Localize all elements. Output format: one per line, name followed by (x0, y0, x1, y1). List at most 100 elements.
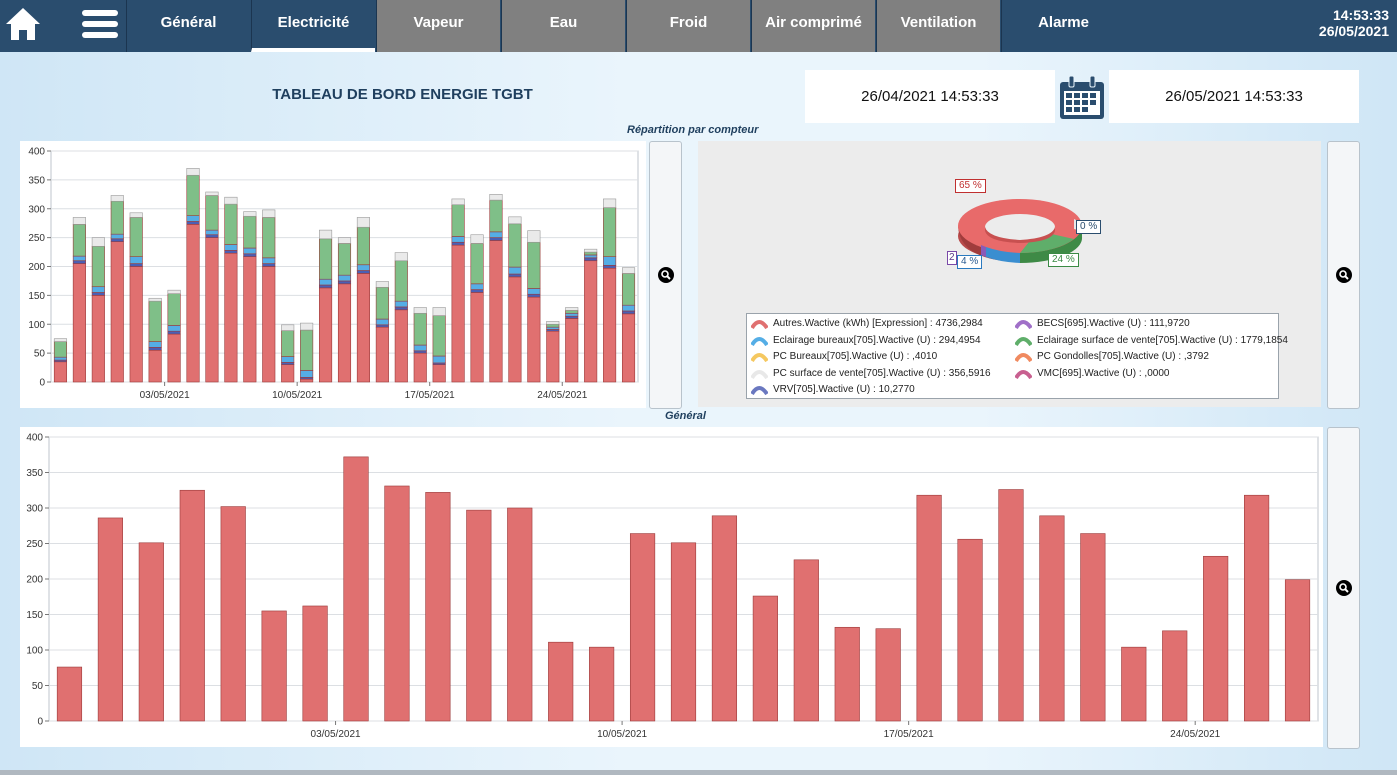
tab-ventilation[interactable]: Ventilation (876, 0, 1000, 52)
stacked-bar-chart: 0 50 100 150 200 250 300 350 400 03/05/2021 10/05/… (28, 147, 639, 401)
bar (129, 217, 143, 257)
legend-swatch (1014, 369, 1033, 379)
bar (451, 198, 465, 206)
bar (375, 286, 389, 320)
bar (413, 352, 427, 383)
y-tick-label: 200 (26, 575, 43, 586)
calendar-button[interactable] (1058, 75, 1106, 120)
tab-g-n-ral[interactable]: Général (126, 0, 250, 52)
bar (527, 230, 541, 243)
bar (319, 284, 333, 289)
legend-text: Autres.Wactive (kWh) [Expression] : 4736… (773, 318, 983, 329)
bar (565, 312, 579, 317)
magnifier-icon (1335, 580, 1352, 596)
bar (957, 538, 983, 722)
general-section-label: Général (665, 410, 706, 422)
bar (337, 237, 352, 244)
bar (148, 349, 162, 383)
bar (300, 370, 314, 378)
zoom-pie-chart-button[interactable] (1327, 141, 1360, 409)
bar (603, 198, 617, 208)
date-from-field[interactable]: 26/04/2021 14:53:33 (805, 70, 1055, 123)
legend-text: VMC[695].Wactive (U) : ,0000 (1037, 367, 1170, 379)
bar (508, 276, 522, 383)
tab-eau[interactable]: Eau (501, 0, 625, 52)
bar (565, 318, 579, 383)
legend-swatch (750, 336, 769, 346)
tab-electricit-[interactable]: Electricité (251, 0, 375, 52)
bar (167, 333, 181, 383)
bar (546, 323, 560, 328)
bar (262, 209, 276, 218)
bar (425, 492, 451, 722)
bar (432, 364, 446, 383)
bar (629, 533, 656, 722)
pie-label-pc-surface: 0 % (1076, 220, 1102, 234)
bar (72, 217, 86, 225)
x-tick-label: 17/05/2021 (405, 390, 455, 401)
y-tick-label: 350 (26, 468, 43, 479)
bar (466, 509, 492, 722)
bottom-strip (0, 770, 1397, 775)
y-tick-label: 300 (28, 204, 45, 215)
bar (205, 229, 219, 236)
bar (508, 273, 522, 278)
hamburger-menu-icon (82, 10, 118, 38)
general-chart-panel: 0 50 100 150 200 250 300 350 400 03/05/2021 10/05/… (20, 427, 1323, 747)
home-button[interactable] (0, 0, 46, 52)
bar (584, 251, 598, 256)
bar (97, 517, 123, 722)
bar (394, 300, 408, 308)
bar (1121, 646, 1147, 722)
zoom-general-chart-button[interactable] (1327, 427, 1360, 749)
bar (507, 507, 533, 722)
bar (319, 238, 333, 280)
tab-vapeur[interactable]: Vapeur (376, 0, 500, 52)
y-tick-label: 100 (26, 646, 43, 657)
legend-swatch (1014, 336, 1033, 346)
zoom-stacked-chart-button[interactable] (649, 141, 682, 409)
bar (470, 243, 484, 285)
bar (186, 224, 200, 383)
bar (413, 307, 427, 314)
bar (375, 326, 389, 383)
bar (167, 325, 181, 332)
bar (451, 244, 465, 383)
bar (302, 605, 328, 722)
bar (148, 300, 162, 342)
bar (224, 250, 238, 254)
bar (167, 293, 181, 326)
bar (53, 356, 68, 361)
x-tick-label: 10/05/2021 (272, 390, 322, 401)
bar (621, 273, 636, 306)
pie-legend: Autres.Wactive (kWh) [Expression] : 4736… (746, 313, 1288, 399)
bar (129, 263, 143, 267)
magnifier-icon (1335, 267, 1352, 283)
stacked-chart-panel: 0 50 100 150 200 250 300 350 400 03/05/2021 10/05/… (20, 141, 646, 408)
bar (603, 265, 617, 269)
tab-air-comprim-[interactable]: Air comprimé (751, 0, 875, 52)
tab-alarme[interactable]: Alarme (1001, 0, 1125, 52)
tab-froid[interactable]: Froid (626, 0, 750, 52)
bar (546, 321, 560, 325)
date-to-field[interactable]: 26/05/2021 14:53:33 (1109, 70, 1359, 123)
bar (546, 326, 560, 330)
bar (711, 515, 738, 722)
bar (224, 203, 238, 245)
x-tick-label: 03/05/2021 (140, 390, 190, 401)
menu-button[interactable] (74, 0, 126, 52)
bar (243, 253, 257, 257)
bar (91, 292, 105, 296)
legend-text: Eclairage surface de vente[705].Wactive … (1037, 334, 1288, 346)
bar (584, 260, 598, 383)
bar (186, 215, 200, 222)
bar (356, 270, 370, 274)
y-tick-label: 100 (28, 320, 45, 331)
bar (375, 318, 389, 326)
bar (243, 215, 257, 249)
bar (319, 278, 333, 286)
bar (548, 641, 574, 722)
y-tick-label: 300 (26, 504, 43, 515)
bar (281, 324, 295, 331)
bar (319, 229, 333, 240)
